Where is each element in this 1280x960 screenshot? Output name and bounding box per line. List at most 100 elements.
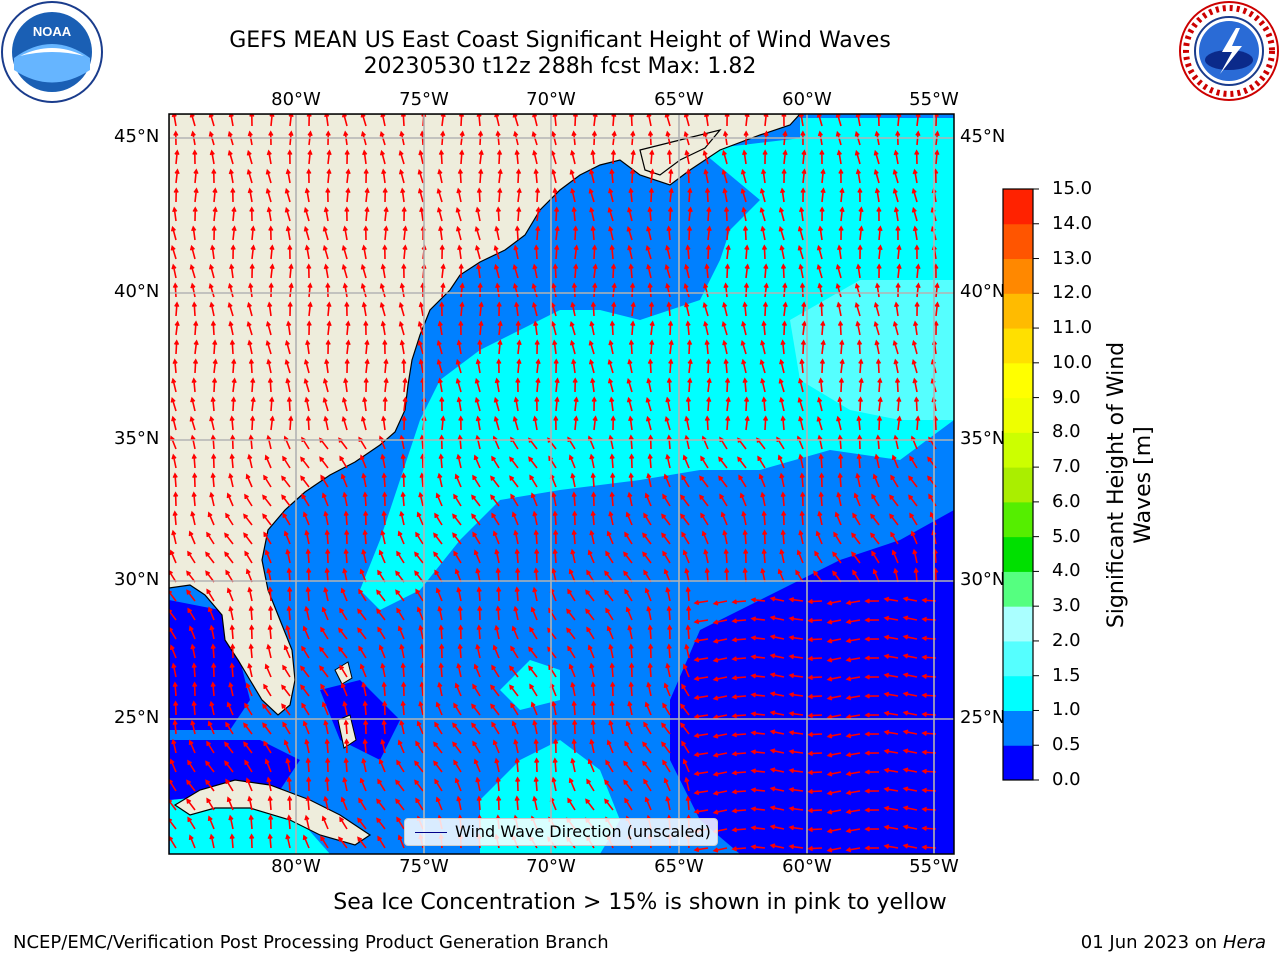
wave-direction-arrow: [192, 206, 198, 222]
wave-direction-arrow: [760, 225, 766, 241]
wave-direction-arrow: [456, 662, 462, 678]
wave-direction-arrow: [623, 779, 633, 792]
wave-direction-arrow: [186, 589, 196, 602]
wave-direction-arrow: [364, 206, 370, 222]
wave-direction-arrow: [303, 358, 310, 374]
footer-machine: Hera: [1222, 932, 1266, 953]
wave-direction-arrow: [344, 301, 350, 317]
wave-direction-arrow: [361, 472, 367, 488]
wave-direction-arrow: [693, 770, 709, 777]
colorbar-segment: [1003, 745, 1033, 781]
wave-direction-arrow: [495, 206, 502, 222]
wave-direction-arrow: [225, 512, 234, 526]
wave-direction-arrow: [439, 301, 445, 317]
wave-direction-arrow: [528, 665, 538, 678]
wave-direction-arrow: [342, 776, 348, 792]
wave-direction-arrow: [693, 751, 709, 758]
wave-direction-arrow: [364, 358, 370, 374]
wave-direction-arrow: [703, 114, 710, 127]
wave-direction-arrow: [529, 683, 538, 697]
wave-direction-arrow: [731, 789, 747, 795]
wave-direction-arrow: [532, 149, 538, 165]
wave-direction-arrow: [893, 206, 899, 222]
wave-direction-arrow: [837, 434, 843, 450]
wave-direction-arrow: [435, 796, 443, 811]
wave-direction-arrow: [706, 206, 712, 222]
wave-direction-arrow: [568, 663, 576, 678]
wave-direction-arrow: [396, 607, 405, 621]
wave-direction-arrow: [573, 415, 579, 431]
wave-direction-arrow: [438, 453, 444, 469]
wave-direction-arrow: [893, 567, 899, 583]
wave-direction-arrow: [681, 531, 690, 545]
wave-direction-arrow: [668, 339, 674, 355]
wave-direction-arrow: [890, 474, 899, 488]
wave-direction-arrow: [402, 244, 408, 260]
wave-direction-arrow: [325, 282, 331, 298]
wave-direction-arrow: [382, 339, 388, 355]
wave-direction-arrow: [267, 833, 273, 849]
wave-direction-arrow: [572, 114, 579, 127]
wave-direction-arrow: [892, 339, 899, 355]
wave-direction-arrow: [625, 720, 633, 735]
wave-direction-arrow: [188, 530, 196, 545]
wave-direction-arrow: [741, 510, 747, 526]
wave-direction-arrow: [230, 244, 236, 260]
wave-direction-arrow: [341, 114, 348, 127]
wave-direction-arrow: [281, 494, 291, 507]
wave-direction-arrow: [512, 282, 519, 298]
wave-direction-arrow: [266, 567, 272, 583]
wave-direction-arrow: [857, 244, 863, 260]
wave-direction-arrow: [285, 548, 291, 564]
wave-direction-arrow: [230, 187, 236, 203]
wave-direction-arrow: [629, 282, 636, 298]
wave-direction-arrow: [760, 567, 766, 583]
wave-direction-arrow: [627, 358, 633, 374]
wave-direction-arrow: [471, 513, 481, 526]
wave-direction-arrow: [589, 453, 595, 469]
wave-direction-arrow: [731, 732, 747, 738]
wave-direction-arrow: [590, 301, 597, 317]
wave-direction-arrow: [494, 548, 500, 564]
wave-direction-arrow: [306, 114, 312, 127]
wave-direction-arrow: [742, 567, 748, 583]
wave-direction-arrow: [380, 453, 386, 469]
wave-direction-arrow: [912, 168, 918, 184]
wave-direction-arrow: [874, 282, 881, 298]
wave-direction-arrow: [858, 206, 864, 222]
wave-direction-arrow: [573, 396, 579, 412]
wave-direction-arrow: [243, 532, 253, 545]
wave-direction-arrow: [435, 701, 443, 716]
wave-direction-arrow: [788, 711, 804, 717]
wave-direction-arrow: [742, 529, 748, 545]
colorbar-segment: [1003, 362, 1033, 399]
wave-direction-arrow: [629, 662, 635, 678]
wave-direction-arrow: [644, 587, 652, 602]
wave-direction-arrow: [680, 722, 690, 735]
wave-direction-arrow: [902, 596, 918, 602]
wave-direction-arrow: [321, 815, 329, 830]
wave-direction-arrow: [226, 796, 234, 811]
wave-direction-arrow: [395, 798, 405, 811]
wave-direction-arrow: [611, 282, 617, 298]
wave-direction-arrow: [826, 619, 842, 625]
wave-direction-arrow: [302, 834, 310, 849]
wave-direction-arrow: [724, 114, 730, 127]
wave-direction-arrow: [529, 474, 538, 488]
lon-label-bottom: 70°W: [526, 856, 576, 877]
lat-label-right: 40°N: [960, 281, 1006, 302]
wave-direction-arrow: [418, 491, 424, 507]
wave-direction-arrow: [380, 529, 386, 545]
wave-direction-arrow: [701, 530, 709, 545]
wave-direction-arrow: [321, 606, 329, 621]
wave-direction-arrow: [357, 608, 367, 621]
wave-direction-arrow: [684, 415, 690, 431]
wave-direction-arrow: [731, 808, 747, 814]
wave-direction-arrow: [281, 684, 291, 697]
wave-direction-arrow: [630, 301, 636, 317]
wave-direction-arrow: [457, 434, 463, 450]
wave-direction-arrow: [345, 339, 351, 355]
wave-direction-arrow: [649, 339, 655, 355]
wave-direction-arrow: [836, 301, 842, 317]
wave-direction-arrow: [769, 672, 785, 678]
